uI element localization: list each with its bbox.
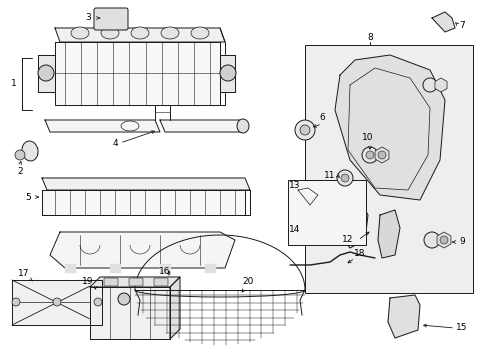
Polygon shape [12,280,102,325]
Text: 11: 11 [324,171,335,180]
FancyBboxPatch shape [94,8,128,30]
Polygon shape [90,277,180,287]
Polygon shape [42,178,249,190]
Text: 12: 12 [342,235,353,244]
Circle shape [94,298,102,306]
Text: 20: 20 [242,278,253,287]
Text: 13: 13 [289,180,300,189]
FancyBboxPatch shape [129,278,142,286]
Circle shape [377,151,385,159]
Ellipse shape [22,141,38,161]
Text: 9: 9 [458,238,464,247]
Ellipse shape [191,27,208,39]
Text: 1: 1 [11,80,17,89]
Circle shape [294,120,314,140]
Polygon shape [45,120,160,132]
Polygon shape [220,55,235,92]
Circle shape [53,298,61,306]
Circle shape [299,125,309,135]
Polygon shape [170,277,180,339]
Circle shape [423,232,439,248]
Text: 5: 5 [25,193,31,202]
Text: 15: 15 [455,324,467,333]
Circle shape [118,293,130,305]
Ellipse shape [237,119,248,133]
Polygon shape [160,264,170,272]
Text: 4: 4 [112,139,118,148]
Polygon shape [387,295,419,338]
Polygon shape [90,287,170,339]
Ellipse shape [71,27,89,39]
Polygon shape [50,232,235,268]
Polygon shape [110,264,120,272]
Polygon shape [55,28,224,42]
Polygon shape [55,42,220,105]
Circle shape [365,151,373,159]
Circle shape [422,78,436,92]
Polygon shape [42,190,244,215]
Circle shape [439,236,447,244]
Circle shape [38,65,54,81]
Circle shape [361,147,377,163]
Ellipse shape [131,27,149,39]
Text: 8: 8 [366,33,372,42]
Text: 3: 3 [85,13,91,22]
Polygon shape [65,264,75,272]
Bar [305,45,472,293]
Text: 10: 10 [362,134,373,143]
Circle shape [12,298,20,306]
FancyBboxPatch shape [104,278,118,286]
Ellipse shape [101,27,119,39]
Polygon shape [334,55,444,200]
Text: 2: 2 [17,167,23,176]
Bar [287,180,365,245]
Circle shape [340,174,348,182]
Polygon shape [160,120,244,132]
Circle shape [15,150,25,160]
Text: 6: 6 [319,113,324,122]
Text: 7: 7 [458,21,464,30]
Text: 16: 16 [159,267,170,276]
Text: 19: 19 [82,278,94,287]
Text: 17: 17 [18,270,30,279]
FancyBboxPatch shape [154,278,168,286]
Text: 14: 14 [289,225,300,234]
Polygon shape [38,55,55,92]
Circle shape [336,170,352,186]
Circle shape [220,65,236,81]
Ellipse shape [161,27,179,39]
Polygon shape [204,264,215,272]
Polygon shape [377,210,399,258]
Polygon shape [329,200,367,248]
Text: 18: 18 [353,248,365,257]
Polygon shape [431,12,454,32]
